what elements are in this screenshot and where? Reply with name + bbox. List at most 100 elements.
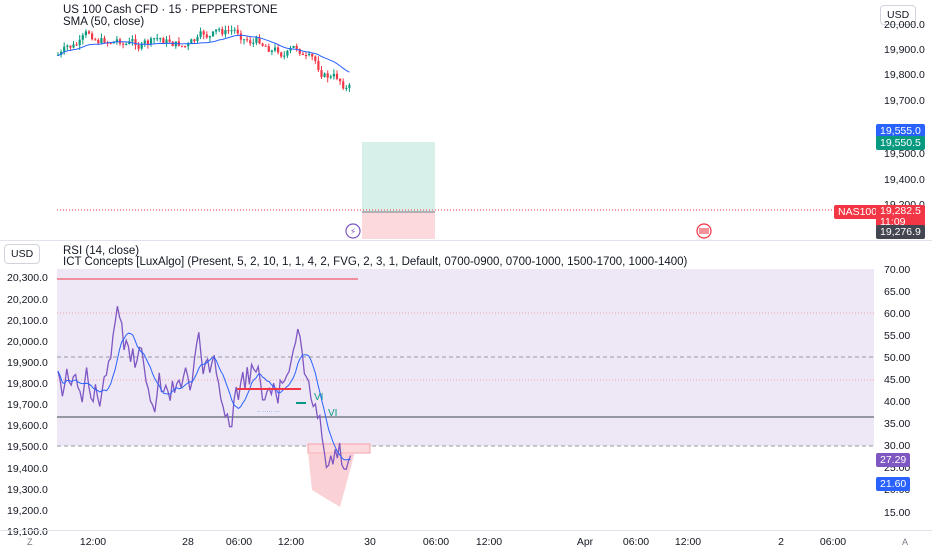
time-axis-label: 12:00 xyxy=(277,536,305,548)
time-axis-label: 12:00 xyxy=(79,536,107,548)
candle-body xyxy=(168,39,171,42)
time-axis-divider xyxy=(0,530,932,531)
candle-body xyxy=(332,73,335,77)
time-axis-label: 28 xyxy=(182,536,194,548)
candle-body xyxy=(122,43,125,45)
vi-label-2: VI xyxy=(328,408,338,419)
candle-body xyxy=(106,42,109,44)
entry-price-tag: 19,550.5 xyxy=(876,136,925,150)
candle-body xyxy=(60,51,63,55)
left-price-axis-label: 19,200.0 xyxy=(7,505,48,517)
candle-body xyxy=(273,47,277,51)
candle-body xyxy=(190,39,193,44)
candle-body xyxy=(345,87,348,89)
candle-body xyxy=(69,45,72,48)
time-axis-label: 06:00 xyxy=(225,536,253,548)
candle-body xyxy=(84,31,87,36)
sma-line xyxy=(57,34,350,73)
take-profit-zone[interactable] xyxy=(362,142,435,212)
candle-body xyxy=(187,43,190,47)
candle-body xyxy=(289,47,292,51)
candle-body xyxy=(137,45,140,49)
candle-body xyxy=(236,29,239,34)
candle-body xyxy=(270,50,273,52)
candle-body xyxy=(242,39,246,41)
price-axis-label: 19,400.0 xyxy=(884,174,925,186)
symbol-title[interactable]: US 100 Cash CFD · 15 · PEPPERSTONE xyxy=(63,4,278,16)
left-price-axis-label: 20,300.0 xyxy=(7,272,48,284)
pane-divider[interactable] xyxy=(0,240,932,241)
session-low-tag: 19,276.9 xyxy=(876,225,925,239)
candle-body xyxy=(202,31,205,35)
candle-body xyxy=(140,43,143,49)
candle-body xyxy=(196,36,199,42)
time-axis-label: Apr xyxy=(576,536,594,548)
candle-body xyxy=(280,52,283,57)
left-price-axis-label: 19,600.0 xyxy=(7,420,48,432)
left-price-axis-label: 20,200.0 xyxy=(7,294,48,306)
auto-scale-corner[interactable]: A xyxy=(902,537,909,547)
candle-body xyxy=(323,73,326,77)
candle-body xyxy=(171,41,174,47)
candle-body xyxy=(218,29,221,31)
rsi-axis-label: 30.00 xyxy=(884,440,911,452)
rsi-axis-label: 15.00 xyxy=(884,507,911,519)
candle-body xyxy=(100,38,103,44)
candle-body xyxy=(314,56,317,61)
candlestick-series xyxy=(56,25,351,93)
candle-body xyxy=(103,38,106,43)
candle-body xyxy=(81,35,84,40)
candle-body xyxy=(75,44,78,46)
candle-body xyxy=(193,39,196,42)
candle-body xyxy=(109,42,112,44)
timezone-corner[interactable]: Z xyxy=(27,537,33,547)
sma-indicator-title[interactable]: SMA (50, close) xyxy=(63,16,145,28)
candle-body xyxy=(211,31,215,37)
lightning-glyph-icon: ⚡ xyxy=(350,228,356,238)
candle-body xyxy=(326,73,329,78)
candle-body xyxy=(252,42,255,44)
stop-loss-zone[interactable] xyxy=(362,212,435,239)
candle-body xyxy=(131,39,134,42)
price-axis-label: 20,000.0 xyxy=(884,19,925,31)
candle-body xyxy=(329,76,332,78)
ict-indicator-title[interactable]: ICT Concepts [LuxAlgo] (Present, 5, 2, 1… xyxy=(63,256,688,268)
ict-level-marker-1 xyxy=(237,388,301,390)
rsi-sma-line xyxy=(57,332,351,461)
time-axis-label: 06:00 xyxy=(819,536,847,548)
lightning-event-icon[interactable] xyxy=(345,223,361,239)
candle-body xyxy=(199,31,202,37)
rsi-line xyxy=(57,306,352,471)
currency-button-top[interactable]: USD xyxy=(880,5,917,25)
candle-body xyxy=(335,73,339,79)
us-flag-stripes-icon xyxy=(699,228,709,234)
rsi-axis-label: 65.00 xyxy=(884,286,911,298)
candle-body xyxy=(221,29,224,35)
time-axis-label: 06:00 xyxy=(622,536,650,548)
rsi-axis-label: 55.00 xyxy=(884,330,911,342)
ict-tiny-label: ·· ····· ··· xyxy=(257,409,280,416)
candle-body xyxy=(233,29,236,31)
rsi-sma-value-tag: 21.60 xyxy=(876,477,911,491)
current-price-value: 19,282.5 xyxy=(880,205,921,217)
candle-body xyxy=(348,84,351,88)
candle-body xyxy=(115,39,118,42)
candle-body xyxy=(317,60,320,71)
rsi-indicator-title[interactable]: RSI (14, close) xyxy=(63,245,140,257)
candle-body xyxy=(91,33,94,40)
candle-body xyxy=(66,45,69,47)
candle-body xyxy=(159,38,162,40)
candle-body xyxy=(227,30,230,32)
left-price-axis-label: 19,800.0 xyxy=(7,378,48,390)
rsi-axis-label: 45.00 xyxy=(884,374,911,386)
left-price-axis-label: 20,100.0 xyxy=(7,315,48,327)
candle-body xyxy=(246,39,249,41)
currency-button-bottom[interactable]: USD xyxy=(4,244,41,264)
time-axis-label: 06:00 xyxy=(422,536,450,548)
candle-body xyxy=(283,55,286,57)
candle-body xyxy=(249,40,252,44)
left-price-axis-label: 19,900.0 xyxy=(7,357,48,369)
candle-body xyxy=(342,81,345,89)
left-price-axis-label: 19,300.0 xyxy=(7,484,48,496)
